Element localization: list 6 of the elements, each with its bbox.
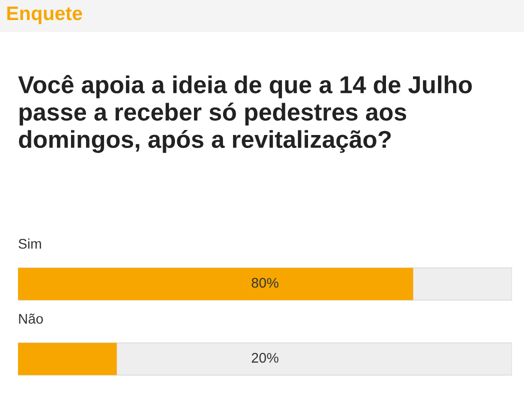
chart-title: Enquete — [7, 6, 82, 24]
y-tick-label: Não — [19, 314, 43, 324]
chart-subtitle: Você apoia a ideia de que a 14 de Julho passe a receber só pedestres aos domingos, após a revitalização? — [18, 75, 472, 153]
y-tick-label: Sim — [18, 238, 42, 249]
data-label: 20% — [252, 352, 278, 363]
data-label: 80% — [252, 278, 278, 288]
